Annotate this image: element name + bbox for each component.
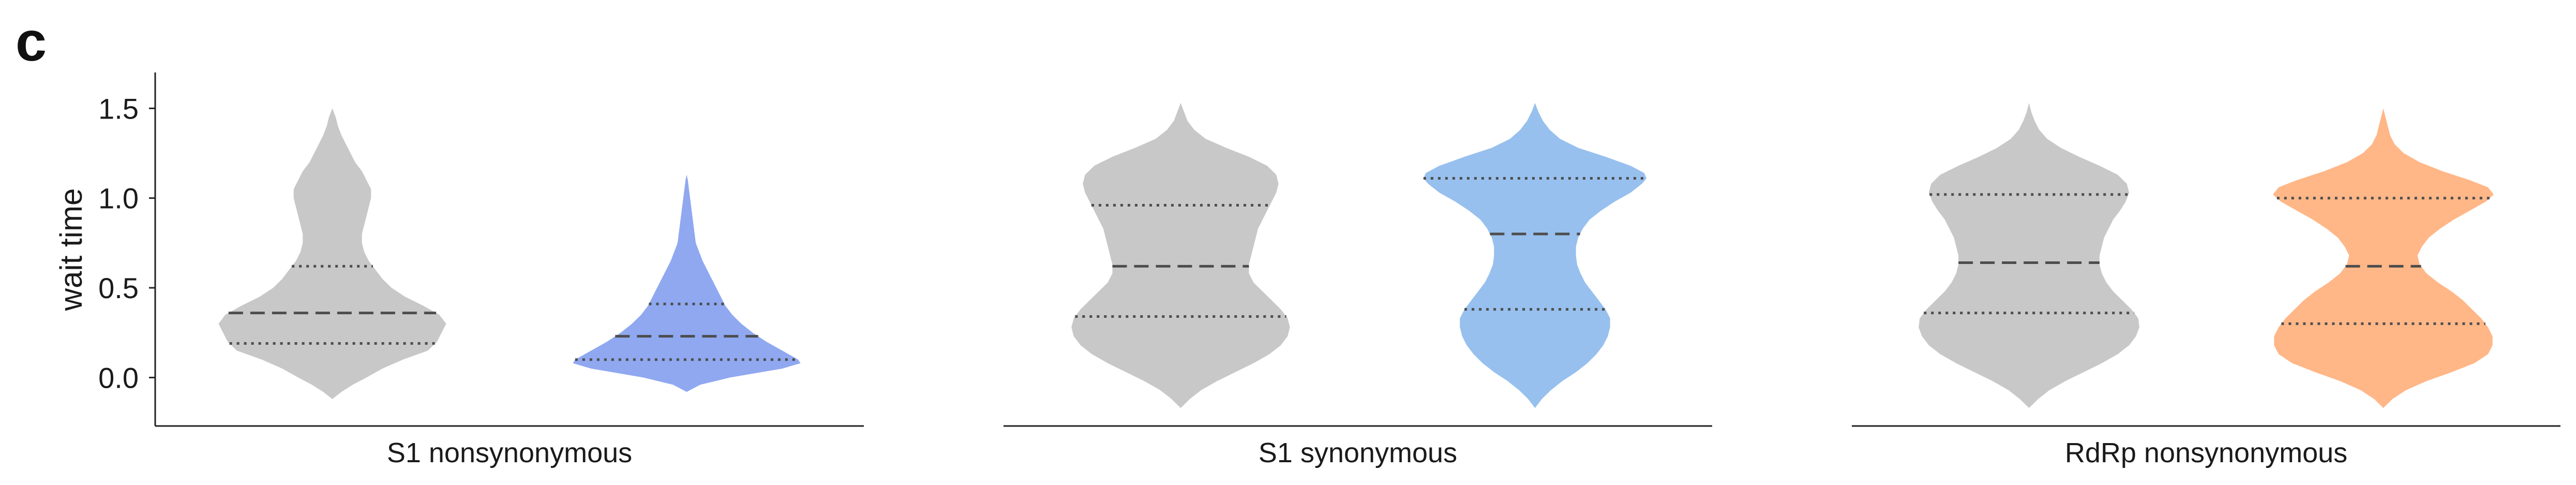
violin-group <box>1919 102 2494 408</box>
x-axis-label: S1 synonymous <box>1259 437 1457 468</box>
violin-group <box>218 108 801 400</box>
panel-label: c <box>16 10 47 72</box>
violin-body <box>1071 102 1290 408</box>
y-ticks: 0.0 0.5 1.0 1.5 <box>98 92 155 394</box>
x-axis-label: RdRp nonsynonymous <box>2065 437 2347 468</box>
violin-body <box>218 108 446 400</box>
y-tick-label: 1.0 <box>98 182 139 215</box>
panel-s1-synonymous: S1 synonymous <box>1004 102 1712 468</box>
violin-body <box>1423 102 1647 408</box>
panel-rdrp-nonsynonymous: RdRp nonsynonymous <box>1852 102 2560 468</box>
y-axis: wait time 0.0 0.5 1.0 1.5 <box>54 72 156 426</box>
x-axis-label: S1 nonsynonymous <box>387 437 632 468</box>
y-tick-label: 0.5 <box>98 272 139 304</box>
violin-body <box>1919 102 2139 408</box>
violin-body <box>573 174 801 392</box>
y-axis-title: wait time <box>54 188 88 312</box>
y-tick-label: 1.5 <box>98 92 139 125</box>
panel-s1-nonsynonymous: S1 nonsynonymous <box>155 108 864 468</box>
violin-body <box>2273 108 2494 408</box>
violin-group <box>1071 102 1647 408</box>
y-tick-label: 0.0 <box>98 361 139 394</box>
